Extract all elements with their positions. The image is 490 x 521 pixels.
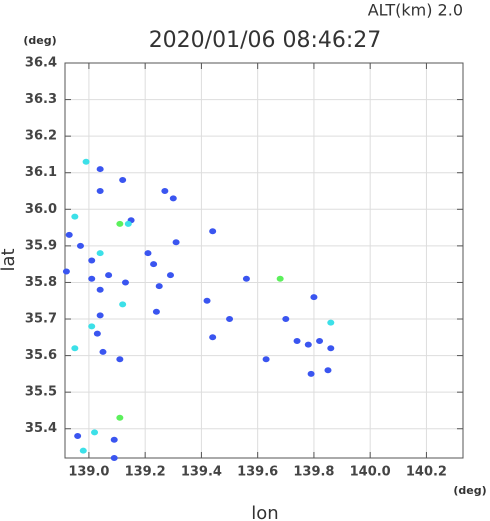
echo [161,188,169,195]
echo [71,345,79,352]
y-tick-label: 36.4 [25,56,57,71]
echo [96,286,104,293]
x-tick-label: 139.8 [293,465,334,480]
echo [172,239,180,246]
echo [96,188,104,195]
echo [82,158,90,165]
chart-title: 2020/01/06 08:46:27 [149,28,382,53]
echo [304,341,312,348]
y-tick-label: 35.9 [25,238,57,253]
x-tick-label: 139.4 [181,465,222,480]
echo [116,220,124,227]
y-tick-label: 35.7 [25,312,57,327]
echo [93,330,101,337]
y-tick-label: 36.0 [25,202,57,217]
echo [324,367,332,374]
echo [209,228,217,235]
echo [293,337,301,344]
echo [327,345,335,352]
echo [262,356,270,363]
echo [88,275,96,282]
echo [327,319,335,326]
y-axis-label: lat [0,248,19,271]
echo [276,275,284,282]
y-tick-label: 36.2 [25,129,57,144]
x-tick-label: 139.6 [237,465,278,480]
echo [121,279,129,286]
echo [124,220,132,227]
echo [282,316,290,323]
echo [71,213,79,220]
x-unit: (deg) [453,484,486,497]
x-axis-label: lon [251,503,278,521]
echo [76,242,84,249]
echo [226,316,234,323]
x-tick-label: 139.2 [125,465,166,480]
echo [88,323,96,330]
echo [99,348,107,355]
echo [119,301,127,308]
echo [116,414,124,421]
echo [116,356,124,363]
x-tick-label: 139.0 [68,465,109,480]
y-tick-label: 35.5 [25,385,57,400]
echo [79,447,87,454]
echo [96,250,104,257]
plot-frame [64,62,464,459]
echo [209,334,217,341]
y-unit: (deg) [23,34,56,47]
echo [203,297,211,304]
echo [96,166,104,173]
y-tick-label: 35.4 [25,421,57,436]
echo [150,261,158,268]
echo [119,177,127,184]
echo [242,275,250,282]
echo [91,429,99,436]
y-tick-label: 35.6 [25,348,57,363]
echo [169,195,177,202]
y-tick-label: 35.8 [25,275,57,290]
echo [152,308,160,315]
echo [62,268,70,275]
echo [166,272,174,279]
echo [310,294,318,301]
echo [88,257,96,264]
y-tick-label: 36.3 [25,92,57,107]
echo [307,370,315,377]
echo [110,436,118,443]
echo [96,312,104,319]
echo [144,250,152,257]
echo [155,283,163,290]
x-tick-label: 140.2 [406,465,447,480]
echo [105,272,113,279]
echo [65,231,73,238]
echo [74,433,82,440]
x-tick-label: 140.0 [350,465,391,480]
y-tick-label: 36.1 [25,165,57,180]
echo [110,455,118,461]
altitude: ALT(km) 2.0 [368,1,463,20]
echo [316,337,324,344]
